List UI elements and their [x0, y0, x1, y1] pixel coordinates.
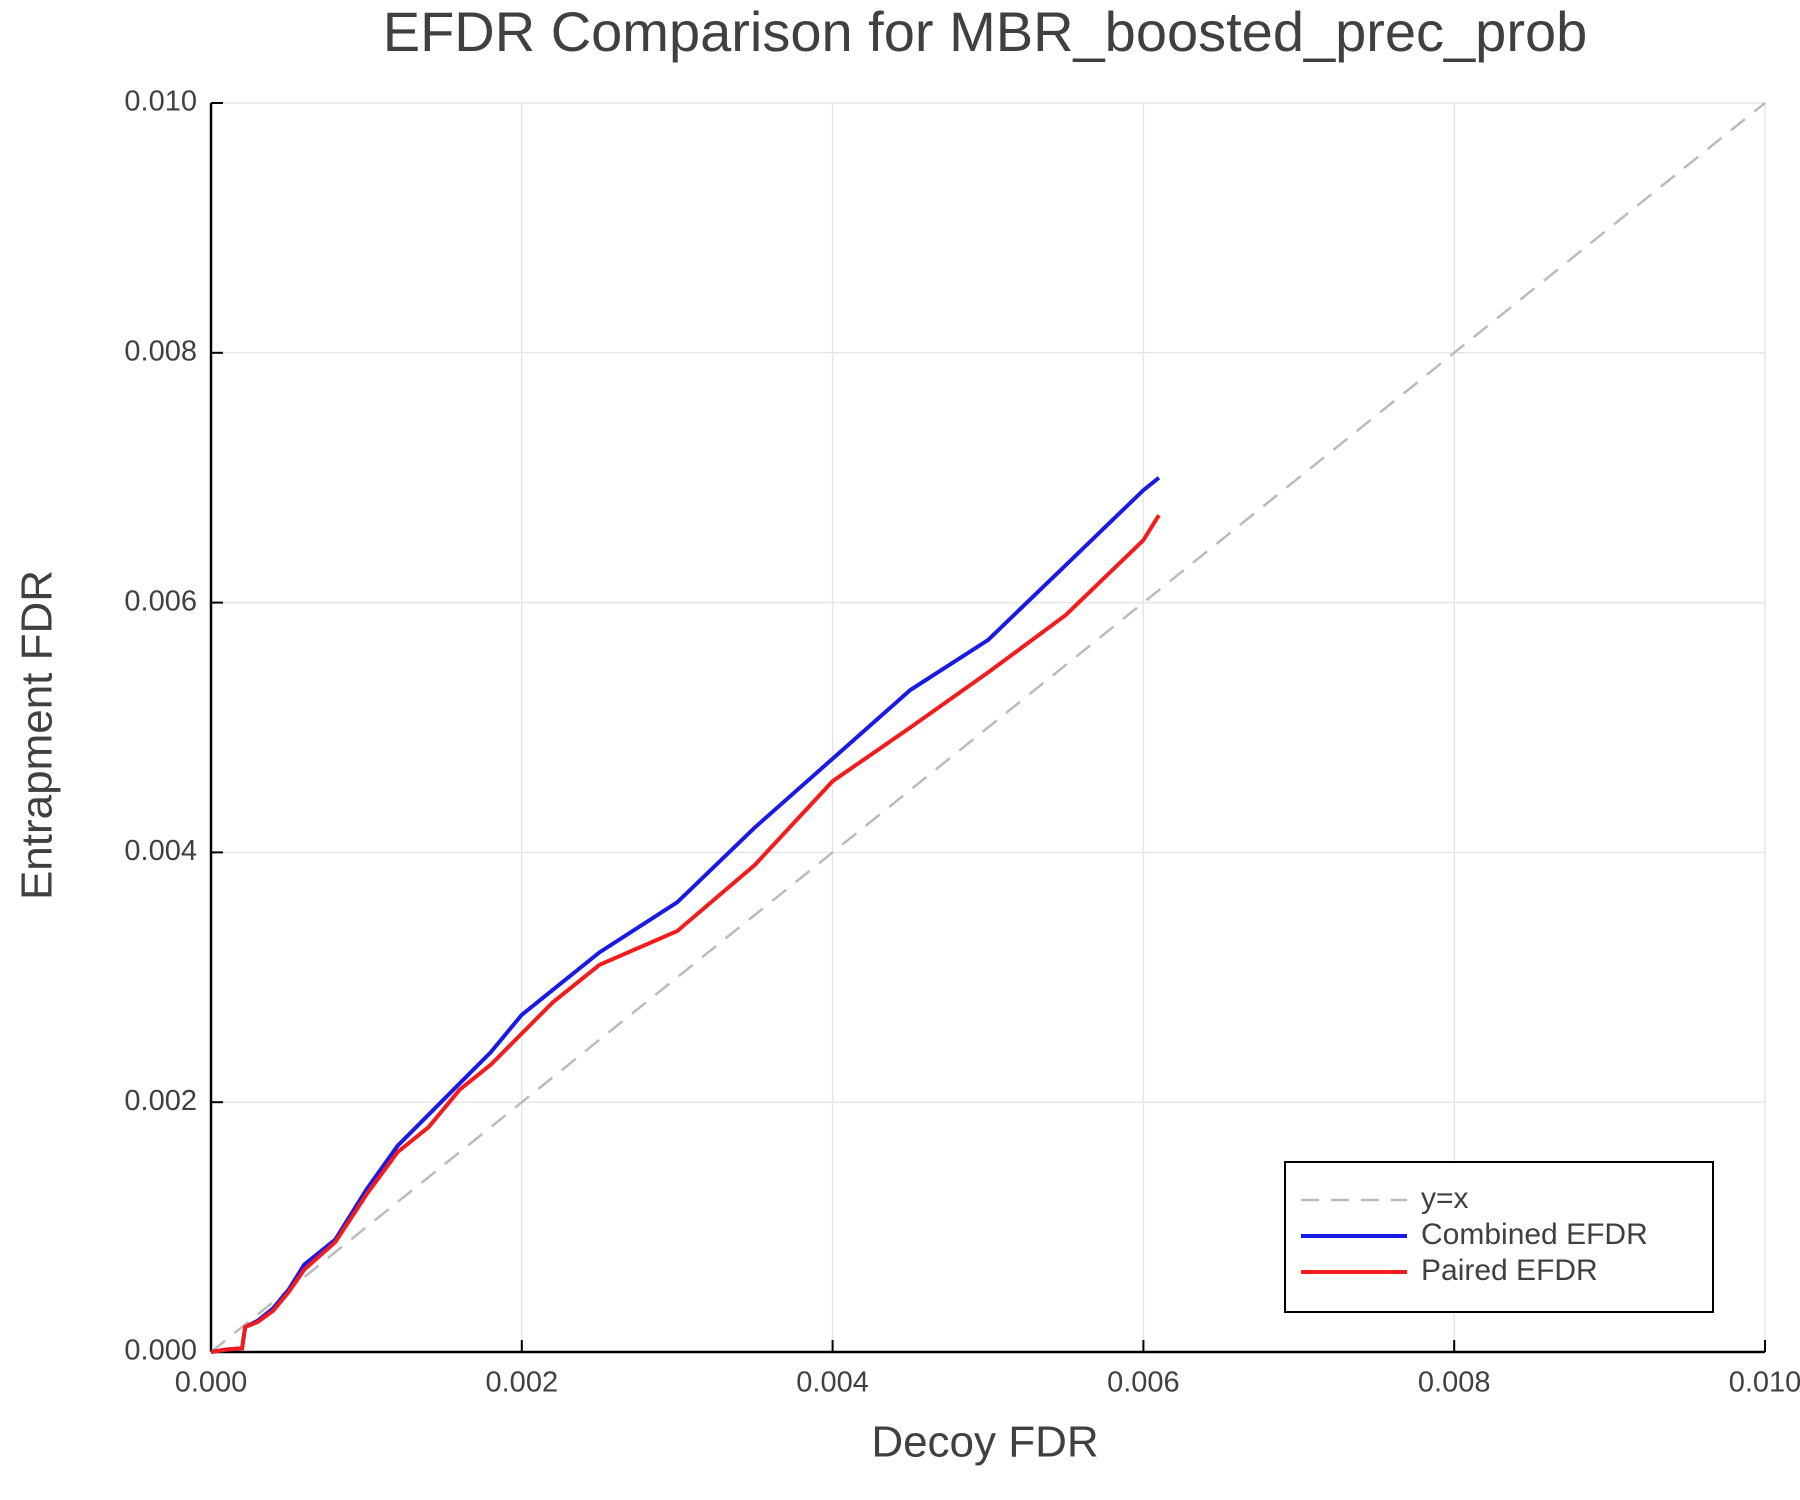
legend-label: y=x	[1421, 1182, 1469, 1215]
y-tick-label: 0.008	[124, 335, 197, 367]
x-tick-label: 0.010	[1729, 1367, 1800, 1399]
series-line	[210, 476, 1161, 1354]
x-tick-label: 0.008	[1418, 1367, 1491, 1399]
x-axis-label: Decoy FDR	[871, 1418, 1098, 1467]
y-tick-label: 0.010	[124, 86, 197, 118]
y-tick-label: 0.006	[124, 585, 197, 617]
x-tick-label: 0.004	[796, 1367, 869, 1399]
y-tick-label: 0.002	[124, 1085, 197, 1117]
legend-label: Paired EFDR	[1421, 1254, 1598, 1287]
chart-title: EFDR Comparison for MBR_boosted_prec_pro…	[383, 0, 1588, 63]
x-tick-label: 0.002	[486, 1367, 559, 1399]
series-line	[210, 514, 1161, 1354]
legend-label: Combined EFDR	[1421, 1218, 1648, 1251]
y-axis-label: Entrapment FDR	[13, 570, 62, 900]
y-tick-label: 0.000	[124, 1335, 197, 1367]
series-line	[210, 102, 1766, 1353]
x-tick-label: 0.000	[175, 1367, 248, 1399]
x-tick-label: 0.006	[1107, 1367, 1180, 1399]
y-tick-label: 0.004	[124, 835, 197, 867]
